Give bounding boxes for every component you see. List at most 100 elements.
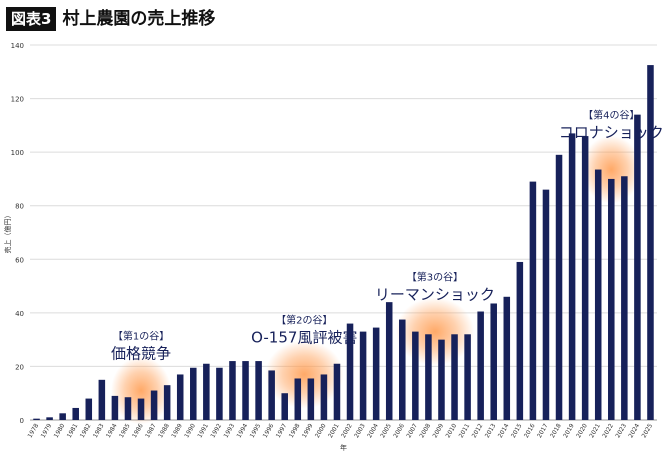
bar-2013	[490, 303, 497, 420]
bar-2021	[594, 169, 602, 420]
x-tick-label: 2021	[588, 422, 602, 439]
y-tick-label: 120	[11, 96, 24, 104]
x-tick-label: 2014	[497, 422, 511, 439]
bar-2023	[621, 176, 628, 420]
bar-1994	[242, 361, 249, 420]
bar-1987	[150, 390, 158, 420]
y-tick-label: 40	[15, 310, 24, 318]
x-tick-label: 1980	[53, 422, 67, 439]
x-tick-label: 1994	[236, 422, 250, 439]
x-tick-label: 2012	[471, 422, 485, 439]
bar-2014	[503, 296, 511, 420]
x-tick-label: 2010	[445, 422, 459, 439]
x-tick-label: 1998	[288, 422, 302, 439]
bar-1980	[59, 413, 66, 420]
bar-1986	[137, 398, 145, 420]
x-tick-label: 1984	[105, 422, 119, 439]
x-tick-label: 2004	[366, 422, 380, 439]
bar-1983	[98, 379, 106, 420]
y-tick-label: 20	[15, 363, 24, 371]
valley-event-label: O-157風評被害	[251, 328, 357, 346]
x-tick-label: 2003	[353, 422, 367, 439]
bar-1995	[255, 361, 262, 420]
x-tick-label: 2019	[562, 422, 576, 439]
bar-1992	[216, 367, 223, 420]
x-tick-label: 2001	[327, 422, 341, 439]
x-tick-label: 1987	[144, 422, 158, 439]
bar-2004	[372, 327, 380, 420]
bar-2017	[542, 189, 550, 420]
x-tick-label: 2008	[418, 422, 432, 439]
bar-1997	[281, 393, 288, 420]
y-tick-label: 0	[20, 417, 24, 425]
bar-2012	[477, 311, 484, 420]
bar-1996	[268, 370, 275, 420]
bar-2025	[647, 65, 654, 420]
bar-1998	[294, 378, 302, 420]
bar-1989	[176, 374, 184, 420]
x-tick-label: 1983	[92, 422, 106, 439]
bar-2002	[346, 323, 354, 420]
x-tick-label: 2007	[405, 422, 419, 439]
bar-1990	[190, 367, 197, 420]
x-tick-label: 2024	[627, 422, 641, 439]
x-tick-label: 1979	[40, 422, 54, 439]
bar-1999	[307, 378, 315, 420]
y-tick-label: 140	[11, 42, 24, 50]
x-tick-label: 2020	[575, 422, 589, 439]
x-tick-label: 1989	[170, 422, 184, 439]
valley-event-label: 価格競争	[111, 345, 171, 363]
bar-2024	[634, 114, 641, 421]
valley-bracket-label: 【第1の谷】	[113, 330, 169, 343]
y-tick-label: 60	[15, 256, 24, 264]
x-tick-label: 1985	[118, 422, 132, 439]
bar-2003	[359, 331, 367, 420]
x-tick-label: 2017	[536, 422, 550, 439]
x-tick-label: 1997	[275, 422, 289, 439]
bar-2022	[608, 178, 615, 420]
bar-2018	[555, 154, 563, 421]
bar-2011	[464, 334, 471, 420]
chart-title: 村上農園の売上推移	[62, 9, 216, 29]
x-tick-label: 2023	[614, 422, 628, 439]
x-tick-label: 1995	[249, 422, 263, 439]
x-tick-label: 1988	[157, 422, 171, 439]
valley-event-label: リーマンショック	[375, 286, 495, 304]
y-axis-label: 売上（億円）	[3, 212, 12, 254]
x-tick-label: 1992	[209, 422, 223, 439]
x-tick-label: 2018	[549, 422, 563, 439]
x-tick-label: 1981	[66, 422, 80, 439]
bar-2005	[385, 302, 393, 420]
chart-header: 図表3 村上農園の売上推移	[6, 6, 215, 32]
bar-2019	[568, 133, 576, 420]
bar-1984	[111, 395, 119, 420]
bar-1993	[229, 361, 236, 420]
x-tick-label: 1978	[27, 422, 41, 439]
x-tick-label: 1991	[196, 422, 210, 439]
bar-2009	[438, 339, 445, 420]
y-tick-label: 80	[15, 203, 24, 211]
valley-highlight	[265, 340, 344, 409]
x-tick-label: 2006	[392, 422, 406, 439]
bar-2016	[529, 181, 537, 420]
x-tick-label: 2002	[340, 422, 354, 439]
x-tick-label: 1982	[79, 422, 93, 439]
bar-2020	[581, 136, 589, 421]
bar-2015	[516, 261, 524, 420]
x-tick-label: 1986	[131, 422, 145, 439]
valley-bracket-label: 【第4の谷】	[583, 109, 639, 122]
bar-1981	[72, 407, 79, 420]
valley-bracket-label: 【第3の谷】	[407, 271, 463, 284]
x-tick-label: 2022	[601, 422, 615, 439]
y-tick-label: 100	[11, 149, 24, 157]
bar-2000	[320, 374, 328, 420]
bar-1988	[163, 385, 171, 420]
bar-2007	[412, 331, 419, 420]
bar-2001	[333, 363, 341, 420]
x-tick-label: 2015	[510, 422, 524, 439]
valley-event-label: コロナショック	[559, 124, 664, 142]
x-tick-label: 1999	[301, 422, 315, 439]
x-tick-label: 2013	[484, 422, 498, 439]
valley-highlight	[395, 297, 475, 366]
